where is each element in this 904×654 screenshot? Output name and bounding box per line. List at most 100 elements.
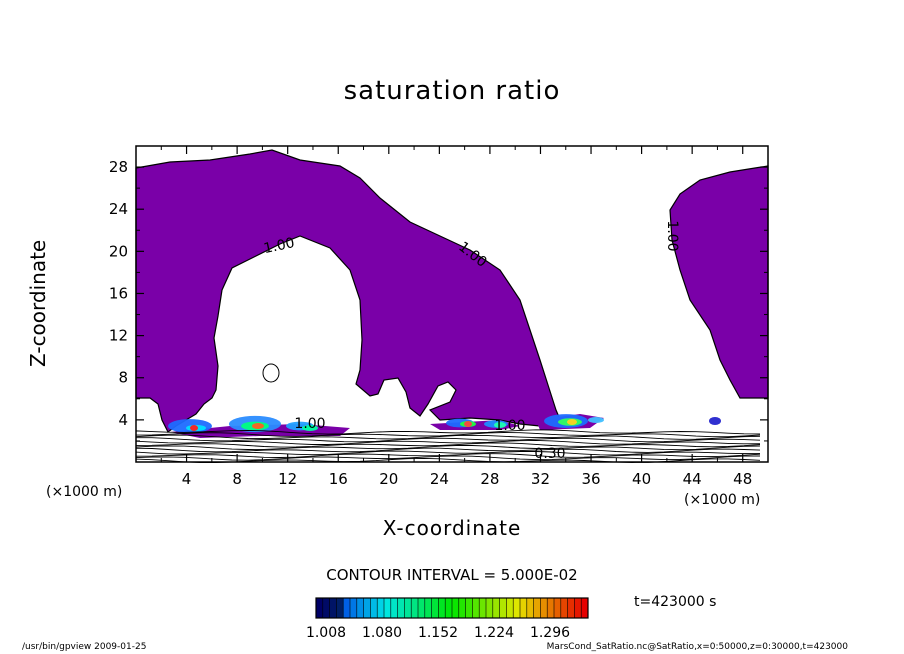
- colorbar-cell: [418, 598, 426, 618]
- colorbar-cell: [506, 598, 514, 618]
- x-tick-label-8: 8: [232, 470, 242, 488]
- plot-frame: [135, 145, 769, 463]
- contour-line-6: [135, 442, 761, 448]
- colorbar-cell: [479, 598, 487, 618]
- patch-11: [464, 421, 472, 427]
- y-tick-label-16: 16: [109, 284, 128, 302]
- x-tick-label-44: 44: [683, 470, 702, 488]
- contour-line-9: [135, 450, 761, 456]
- colorbar-cell: [431, 598, 439, 618]
- y-tick-label-4: 4: [118, 411, 128, 429]
- colorbar-cell: [520, 598, 528, 618]
- colorbar-tick-label-3: 1.152: [418, 625, 458, 641]
- region-hole: [262, 363, 280, 383]
- colorbar-frame: [315, 597, 589, 619]
- contour-line-7: [135, 445, 761, 451]
- colorbar-cell: [322, 598, 330, 618]
- colorbar-cell: [472, 598, 480, 618]
- x-unit-right: (×1000 m): [684, 492, 761, 508]
- colorbar-cell: [499, 598, 507, 618]
- x-tick-label-36: 36: [581, 470, 600, 488]
- colorbar-cell: [554, 598, 562, 618]
- x-tick-label-24: 24: [430, 470, 449, 488]
- colorbar-cell: [424, 598, 432, 618]
- patch-16: [567, 419, 577, 425]
- colorbar-cell: [343, 598, 351, 618]
- chart-title: saturation ratio: [343, 76, 561, 106]
- region-supersaturated-main: [135, 149, 563, 433]
- patch-6: [252, 423, 264, 429]
- colorbar-cell: [336, 598, 344, 618]
- region-supersaturated-right: [669, 165, 769, 399]
- colorbar-cell: [513, 598, 521, 618]
- x-tick-label-32: 32: [531, 470, 550, 488]
- contour-label-1: 1.00: [262, 235, 296, 257]
- colorbar-cell: [384, 598, 392, 618]
- colorbar-tick-label-1: 1.008: [306, 625, 346, 641]
- y-tick-label-12: 12: [109, 327, 128, 345]
- x-tick-label-28: 28: [480, 470, 499, 488]
- colorbar-cell: [452, 598, 460, 618]
- contour-interval: CONTOUR INTERVAL = 5.000E-02: [326, 566, 578, 584]
- colorbar-cell: [492, 598, 500, 618]
- patch-13: [494, 422, 506, 428]
- colorbar-cell: [465, 598, 473, 618]
- y-axis-label: Z-coordinate: [26, 239, 50, 367]
- colorbar-cell: [567, 598, 575, 618]
- colorbar-cell: [486, 598, 494, 618]
- colorbar-cell: [533, 598, 541, 618]
- contour-line-10: [135, 453, 761, 458]
- colorbar-cell: [560, 598, 568, 618]
- colorbar-cell: [363, 598, 371, 618]
- colorbar-tick-label-4: 1.224: [474, 625, 514, 641]
- contour-label-4: 1.00: [294, 416, 325, 432]
- patch-8: [302, 425, 318, 431]
- colorbar-tick-label-5: 1.296: [530, 625, 570, 641]
- footer-left: /usr/bin/gpview 2009-01-25: [22, 642, 147, 652]
- contour-line-1: [135, 429, 761, 435]
- x-tick-label-4: 4: [182, 470, 192, 488]
- colorbar-cell: [581, 598, 589, 618]
- y-tick-label-24: 24: [109, 200, 128, 218]
- colorbar-cell: [329, 598, 337, 618]
- contour-line-5: [135, 439, 761, 445]
- contour-label-5: 0.30: [534, 446, 565, 462]
- colorbar-cell: [316, 598, 324, 618]
- colorbar-cell: [370, 598, 378, 618]
- colorbar-cell: [445, 598, 453, 618]
- region-blob-right: [709, 417, 721, 425]
- colorbar-cell: [458, 598, 466, 618]
- colorbar-cell: [397, 598, 405, 618]
- x-unit-left: (×1000 m): [46, 484, 123, 500]
- footer-right: MarsCond_SatRatio.nc@SatRatio,x=0:50000,…: [546, 642, 848, 652]
- contour-label-3: 1.00: [664, 220, 680, 251]
- x-tick-label-16: 16: [329, 470, 348, 488]
- contour-label-6: 1.00: [494, 418, 525, 434]
- colorbar-cell: [356, 598, 364, 618]
- x-tick-label-48: 48: [733, 470, 752, 488]
- y-tick-label-28: 28: [109, 158, 128, 176]
- y-tick-label-8: 8: [118, 369, 128, 387]
- contour-line-8: [135, 447, 761, 453]
- patch-3: [190, 425, 198, 431]
- colorbar-cell: [438, 598, 446, 618]
- contour-line-4: [135, 437, 761, 443]
- contour-line-11: [135, 455, 761, 461]
- x-axis-label: X-coordinate: [382, 516, 522, 540]
- contour-line-2: [135, 432, 761, 438]
- patch-17: [588, 417, 604, 423]
- colorbar-cell: [547, 598, 555, 618]
- colorbar-cell: [526, 598, 534, 618]
- colorbar-cell: [574, 598, 582, 618]
- colorbar-cell: [390, 598, 398, 618]
- contour-line-3: [135, 434, 761, 440]
- colorbar-cell: [411, 598, 419, 618]
- colorbar-cell: [350, 598, 358, 618]
- colorbar-tick-label-2: 1.080: [362, 625, 402, 641]
- colorbar-cell: [404, 598, 412, 618]
- colorbar-cell: [377, 598, 385, 618]
- y-tick-label-20: 20: [109, 242, 128, 260]
- x-tick-label-20: 20: [379, 470, 398, 488]
